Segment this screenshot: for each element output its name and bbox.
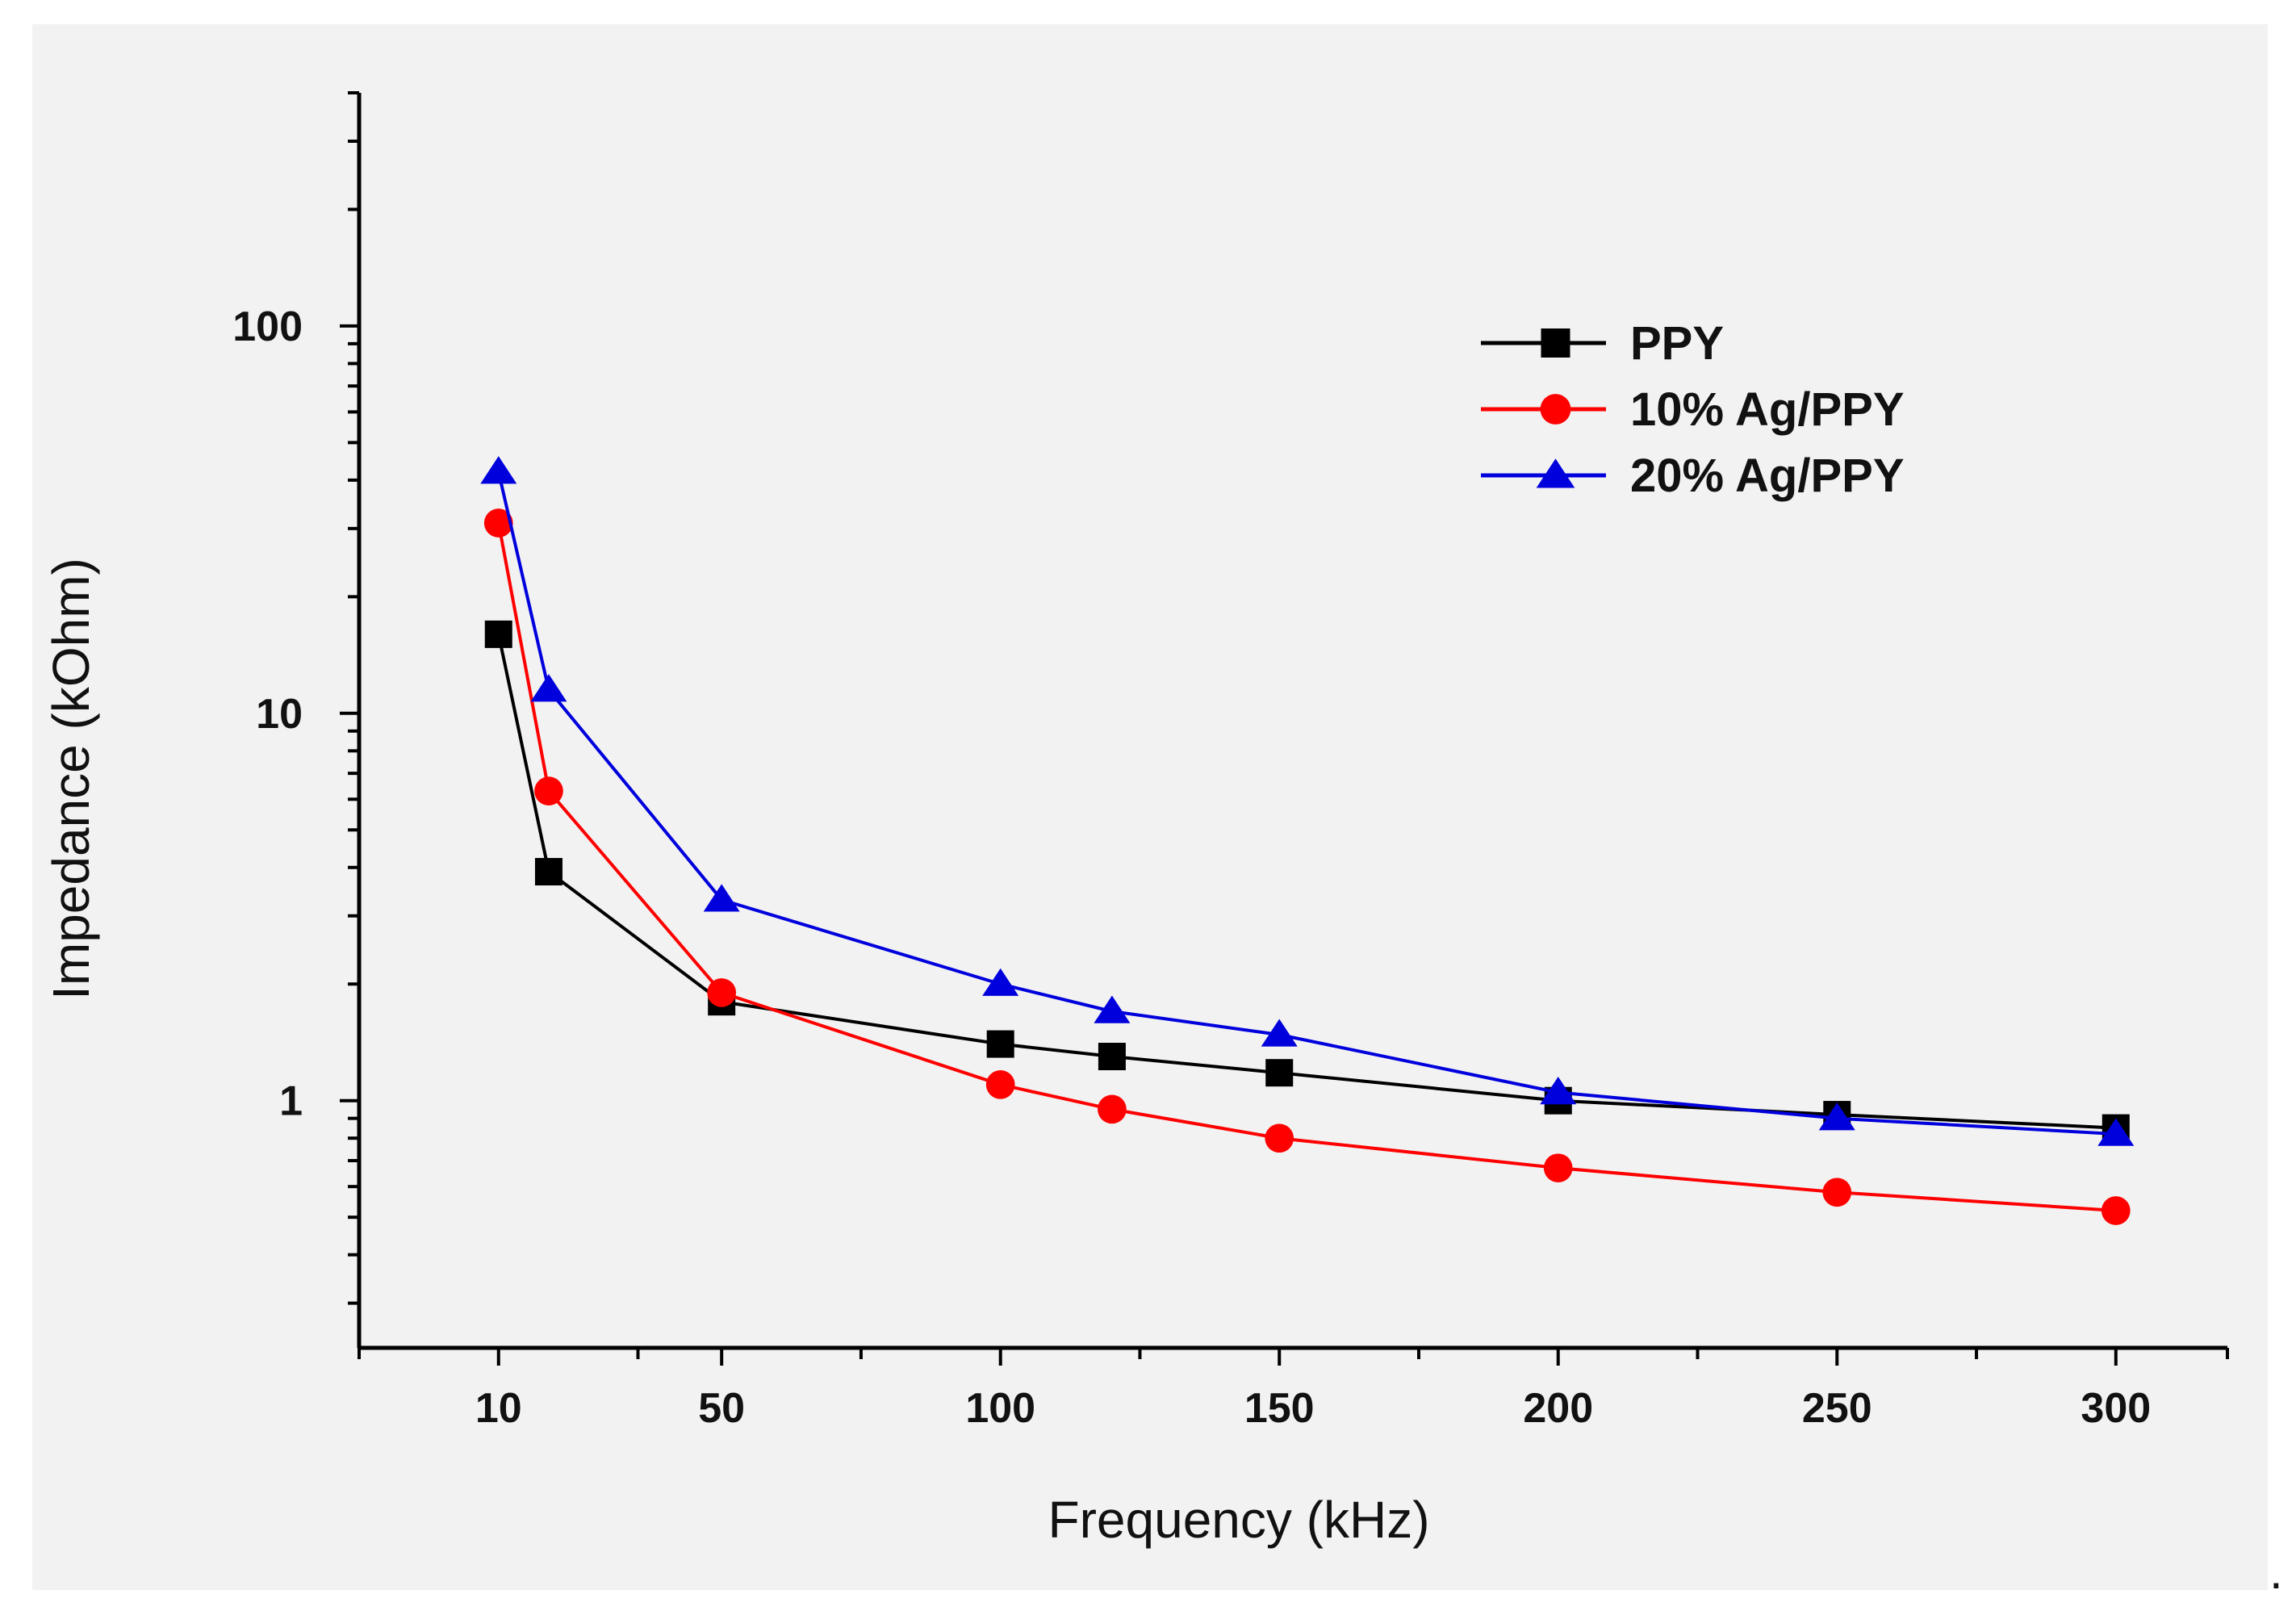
legend: PPY 10% Ag/PPY 20% Ag/PPY <box>1481 317 1905 502</box>
y-tick-label: 100 <box>232 303 303 350</box>
series-10-ag-ppy <box>483 508 2131 1225</box>
marker-square <box>534 858 562 886</box>
marker-triangle <box>530 674 567 702</box>
marker-circle <box>1822 1178 1852 1207</box>
marker-triangle <box>1536 458 1575 488</box>
x-tick-label: 100 <box>965 1385 1035 1432</box>
marker-circle <box>483 508 513 538</box>
marker-circle <box>1543 1153 1573 1183</box>
marker-square <box>484 620 512 648</box>
marker-triangle <box>703 884 740 912</box>
marker-circle <box>2101 1196 2131 1225</box>
marker-triangle <box>1261 1019 1298 1047</box>
x-tick-label: 10 <box>475 1385 522 1432</box>
x-tick-label: 250 <box>1802 1385 1872 1432</box>
marker-circle <box>1098 1094 1127 1124</box>
legend-item: 20% Ag/PPY <box>1481 450 1905 502</box>
chart-background <box>32 24 2268 1590</box>
marker-square <box>1541 328 1570 358</box>
y-tick-label: 10 <box>256 691 303 738</box>
legend-label: 10% Ag/PPY <box>1630 383 1905 436</box>
x-tick-label: 200 <box>1523 1385 1593 1432</box>
marker-circle <box>985 1069 1015 1099</box>
marker-circle <box>1265 1123 1294 1153</box>
x-axis-ticks: 10 50 100 150 200 250 300 <box>358 1348 2229 1432</box>
x-tick-label: 50 <box>698 1385 745 1432</box>
y-axis-ticks: 1 10 100 <box>232 91 359 1305</box>
series-layer <box>480 456 2135 1225</box>
y-axis-title: Impedance (kOhm) <box>42 558 100 1000</box>
marker-triangle <box>1818 1102 1855 1131</box>
marker-triangle <box>1540 1076 1577 1105</box>
legend-label: PPY <box>1630 317 1724 370</box>
marker-triangle <box>982 968 1019 996</box>
marker-triangle <box>2097 1118 2135 1146</box>
marker-circle <box>707 978 737 1007</box>
marker-triangle <box>480 456 517 484</box>
marker-square <box>1265 1059 1294 1087</box>
marker-circle <box>1540 394 1571 425</box>
y-tick-label: 1 <box>279 1078 303 1125</box>
marker-square <box>986 1030 1014 1058</box>
x-axis-title: Frequency (kHz) <box>1048 1491 1430 1549</box>
legend-item: PPY <box>1481 317 1724 370</box>
legend-label: 20% Ag/PPY <box>1630 450 1905 502</box>
series-20-ag-ppy <box>480 456 2135 1146</box>
marker-triangle <box>1094 995 1131 1023</box>
marker-square <box>1098 1043 1126 1071</box>
x-tick-label: 150 <box>1244 1385 1315 1432</box>
legend-item: 10% Ag/PPY <box>1481 383 1905 436</box>
x-tick-label: 300 <box>2081 1385 2151 1432</box>
trailing-period: . <box>2269 1545 2283 1599</box>
marker-circle <box>534 776 563 805</box>
